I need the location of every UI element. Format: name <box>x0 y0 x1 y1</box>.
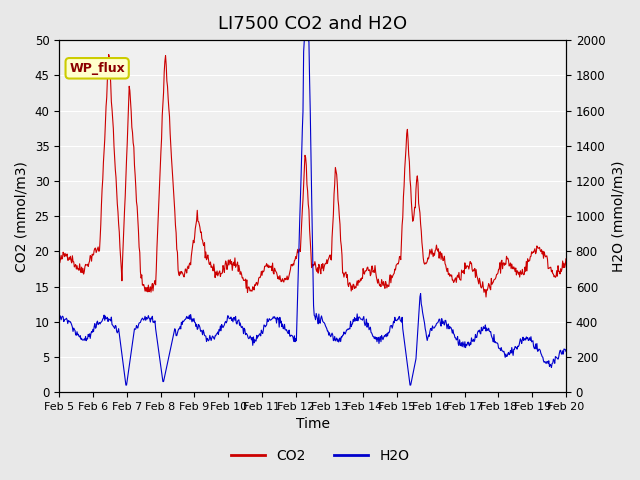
Legend: CO2, H2O: CO2, H2O <box>225 443 415 468</box>
Y-axis label: H2O (mmol/m3): H2O (mmol/m3) <box>611 160 625 272</box>
Text: WP_flux: WP_flux <box>69 62 125 75</box>
X-axis label: Time: Time <box>296 418 330 432</box>
Title: LI7500 CO2 and H2O: LI7500 CO2 and H2O <box>218 15 407 33</box>
Y-axis label: CO2 (mmol/m3): CO2 (mmol/m3) <box>15 161 29 272</box>
